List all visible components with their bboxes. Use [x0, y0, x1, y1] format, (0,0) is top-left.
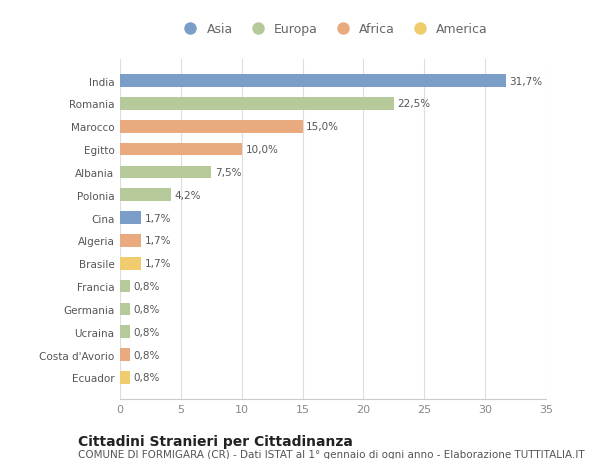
Text: Cittadini Stranieri per Cittadinanza: Cittadini Stranieri per Cittadinanza [78, 434, 353, 448]
Text: 1,7%: 1,7% [145, 236, 171, 246]
Bar [120, 189, 171, 202]
Bar [120, 98, 394, 111]
Bar [120, 235, 140, 247]
Text: 10,0%: 10,0% [245, 145, 278, 155]
Legend: Asia, Europa, Africa, America: Asia, Europa, Africa, America [173, 18, 493, 41]
Bar [120, 303, 130, 315]
Bar [120, 75, 506, 88]
Text: COMUNE DI FORMIGARA (CR) - Dati ISTAT al 1° gennaio di ogni anno - Elaborazione : COMUNE DI FORMIGARA (CR) - Dati ISTAT al… [78, 449, 584, 459]
Text: 0,8%: 0,8% [133, 350, 160, 360]
Bar [120, 348, 130, 361]
Text: 7,5%: 7,5% [215, 168, 241, 178]
Bar [120, 166, 211, 179]
Bar [120, 371, 130, 384]
Bar [120, 121, 302, 133]
Text: 15,0%: 15,0% [306, 122, 339, 132]
Bar [120, 280, 130, 293]
Text: 4,2%: 4,2% [175, 190, 201, 200]
Bar [120, 144, 242, 156]
Text: 0,8%: 0,8% [133, 373, 160, 383]
Bar [120, 326, 130, 338]
Text: 0,8%: 0,8% [133, 281, 160, 291]
Bar [120, 257, 140, 270]
Text: 31,7%: 31,7% [509, 76, 542, 86]
Text: 1,7%: 1,7% [145, 213, 171, 223]
Text: 0,8%: 0,8% [133, 304, 160, 314]
Text: 0,8%: 0,8% [133, 327, 160, 337]
Bar [120, 212, 140, 224]
Text: 1,7%: 1,7% [145, 259, 171, 269]
Text: 22,5%: 22,5% [398, 99, 431, 109]
